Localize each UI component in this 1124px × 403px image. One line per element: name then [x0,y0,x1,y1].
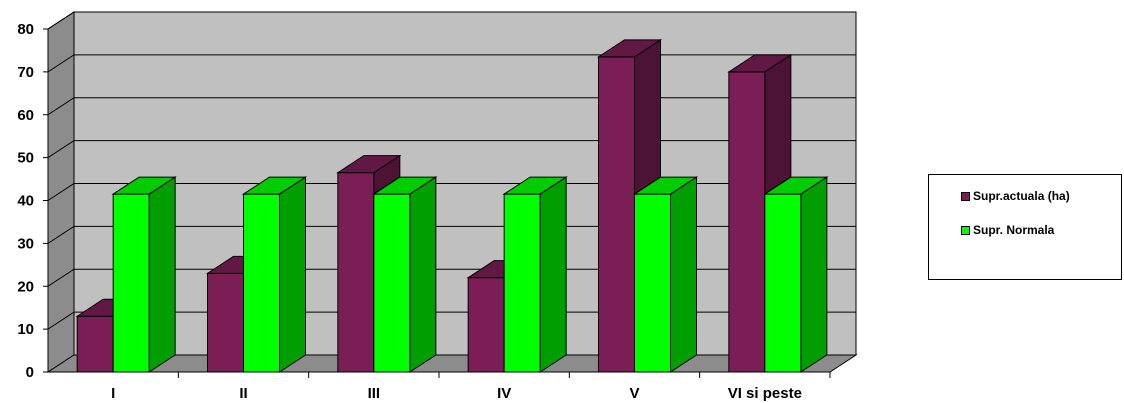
bar-top [596,39,663,58]
bar-front [634,193,671,373]
bar [502,176,568,373]
bar-front [112,193,150,373]
bar-front [467,277,505,373]
x-tick-label: IV [497,385,511,402]
bar-top [502,176,568,195]
bar-top [632,176,699,195]
bar-side [670,176,697,373]
bars [75,38,829,373]
y-tick-label: 10 [17,321,34,338]
gridline [47,54,856,73]
legend: Supr.actuala (ha) Supr. Normala [928,174,1122,280]
gridline [47,183,856,201]
bar [632,176,699,373]
gridline [47,140,856,159]
bar-top [727,54,793,73]
y-tick-label: 80 [17,21,34,38]
x-tick-label: III [368,385,381,402]
x-axis-ticks: I II III IV V VI si peste [48,371,831,402]
legend-item-normal: Supr. Normala [961,223,1054,237]
y-tick-label: 70 [17,64,34,81]
y-tick-label: 20 [17,278,34,295]
gridlines [47,11,856,330]
bar-side [539,176,567,373]
legend-label-normal: Supr. Normala [973,223,1055,237]
y-tick-label: 0 [26,364,34,381]
bar-side [148,176,176,373]
y-tick-label: 40 [17,193,34,210]
legend-swatch-normal [961,225,970,235]
y-axis-ticks: 0 10 20 30 40 50 60 70 80 [17,21,49,381]
bar-side [279,176,306,373]
bar-front [373,193,411,373]
bar [372,176,438,373]
legend-label-actual: Supr.actuala (ha) [973,189,1070,203]
gridline [47,97,856,116]
bar [763,176,829,373]
bar-front [728,71,766,373]
gridline [47,311,856,330]
bar-top [111,176,177,195]
bar-side [409,176,437,373]
bar [111,176,177,373]
y-tick-label: 50 [17,150,34,167]
bar-front [598,56,635,373]
bar-top [763,176,829,195]
bar-front [243,193,280,373]
x-tick-label: V [629,385,639,402]
gridline [47,225,856,244]
gridline [47,11,856,30]
bar-top [336,155,402,174]
y-tick-label: 60 [17,107,34,124]
bar-front [207,272,244,373]
x-tick-label: II [239,385,247,402]
y-tick-label: 30 [17,235,34,252]
bar [241,176,308,373]
bar-front [337,172,375,373]
legend-swatch-actual [961,191,970,201]
bar-top [372,176,438,195]
x-tick-label: I [111,385,115,402]
legend-item-actual: Supr.actuala (ha) [961,189,1070,203]
gridline [47,268,856,287]
bar-front [764,193,802,373]
bar-side [800,176,828,373]
bar-front [503,193,541,373]
bar-front [76,315,114,373]
bar-top [241,176,308,195]
x-tick-label: VI si peste [728,385,802,402]
